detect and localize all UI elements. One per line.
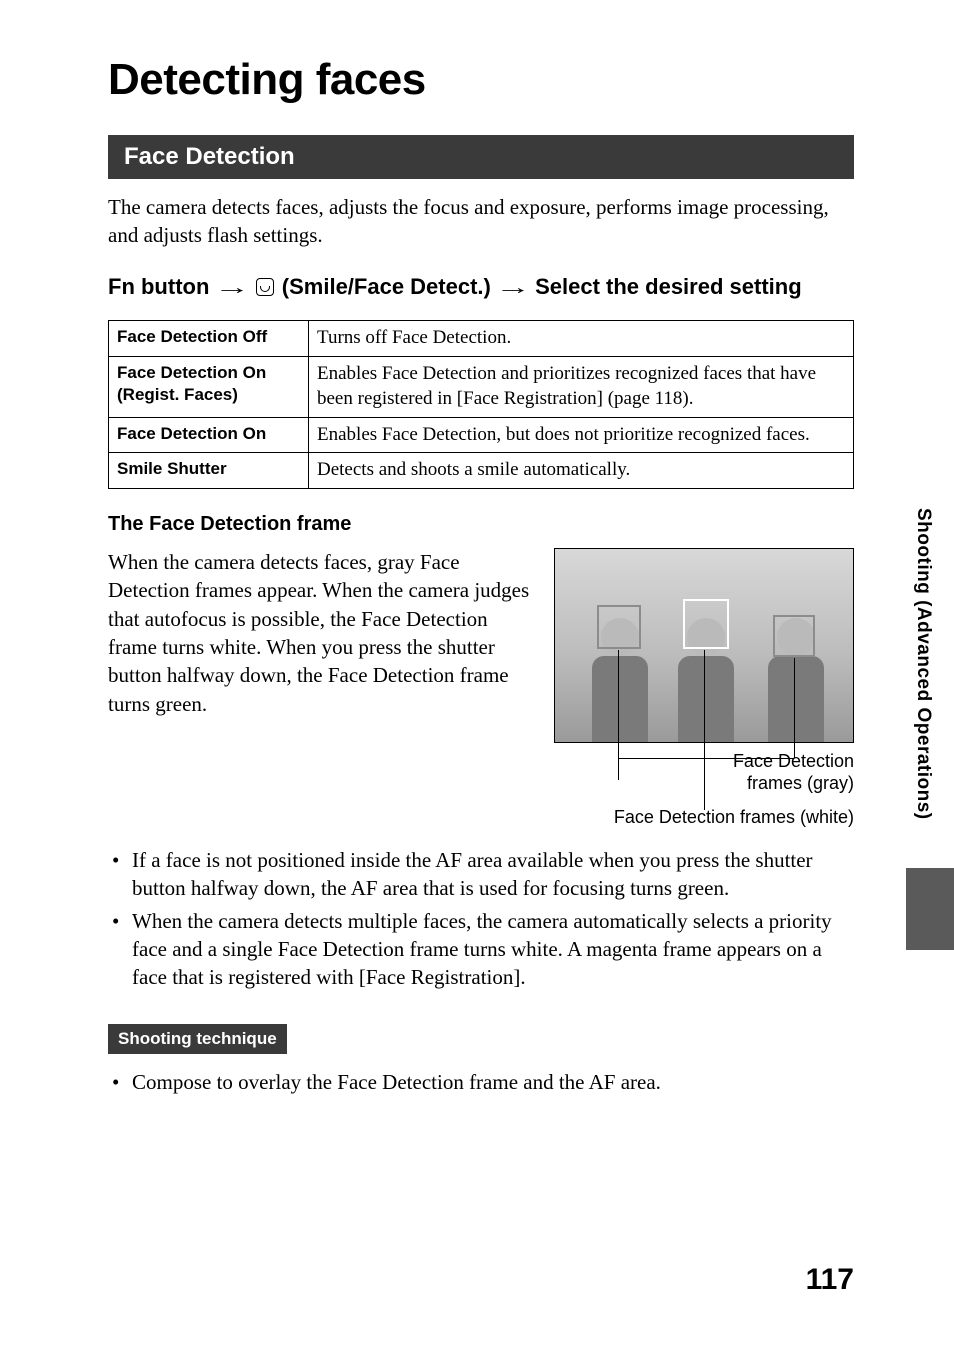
smile-face-icon bbox=[256, 278, 274, 296]
page-title: Detecting faces bbox=[108, 55, 854, 105]
instruction-suffix: Select the desired setting bbox=[535, 274, 802, 299]
option-desc: Enables Face Detection, but does not pri… bbox=[309, 417, 854, 453]
option-desc: Detects and shoots a smile automatically… bbox=[309, 453, 854, 489]
frame-figure: Face Detection frames (gray) bbox=[554, 548, 854, 743]
instruction-middle: (Smile/Face Detect.) bbox=[282, 274, 491, 299]
page-number: 117 bbox=[806, 1263, 854, 1297]
option-desc: Turns off Face Detection. bbox=[309, 321, 854, 357]
side-tab-label: Shooting (Advanced Operations) bbox=[912, 508, 934, 820]
frame-bullets: If a face is not positioned inside the A… bbox=[108, 846, 854, 992]
list-item: If a face is not positioned inside the A… bbox=[108, 846, 854, 903]
frame-heading: The Face Detection frame bbox=[108, 513, 854, 536]
technique-bullets: Compose to overlay the Face Detection fr… bbox=[108, 1068, 854, 1096]
table-row: Face Detection OffTurns off Face Detecti… bbox=[109, 321, 854, 357]
option-desc: Enables Face Detection and prioritizes r… bbox=[309, 357, 854, 417]
caption-gray: Face Detection frames (gray) bbox=[733, 750, 854, 795]
table-row: Face Detection OnEnables Face Detection,… bbox=[109, 417, 854, 453]
section-bar-face-detection: Face Detection bbox=[108, 135, 854, 179]
option-name: Face Detection On bbox=[109, 417, 309, 453]
frame-text: When the camera detects faces, gray Face… bbox=[108, 548, 536, 743]
caption-white: Face Detection frames (white) bbox=[108, 807, 854, 828]
intro-text: The camera detects faces, adjusts the fo… bbox=[108, 193, 854, 250]
option-name: Face Detection On (Regist. Faces) bbox=[109, 357, 309, 417]
options-table: Face Detection OffTurns off Face Detecti… bbox=[108, 320, 854, 488]
instruction-line: Fn button → (Smile/Face Detect.) → Selec… bbox=[108, 272, 854, 303]
side-tab-marker bbox=[906, 868, 954, 950]
table-row: Face Detection On (Regist. Faces)Enables… bbox=[109, 357, 854, 417]
option-name: Face Detection Off bbox=[109, 321, 309, 357]
arrow-icon: → bbox=[214, 274, 250, 302]
option-name: Smile Shutter bbox=[109, 453, 309, 489]
technique-bullet-item: Compose to overlay the Face Detection fr… bbox=[108, 1068, 854, 1096]
table-row: Smile ShutterDetects and shoots a smile … bbox=[109, 453, 854, 489]
arrow-icon: → bbox=[495, 274, 531, 302]
technique-label: Shooting technique bbox=[108, 1024, 287, 1054]
list-item: When the camera detects multiple faces, … bbox=[108, 907, 854, 992]
instruction-prefix: Fn button bbox=[108, 274, 209, 299]
